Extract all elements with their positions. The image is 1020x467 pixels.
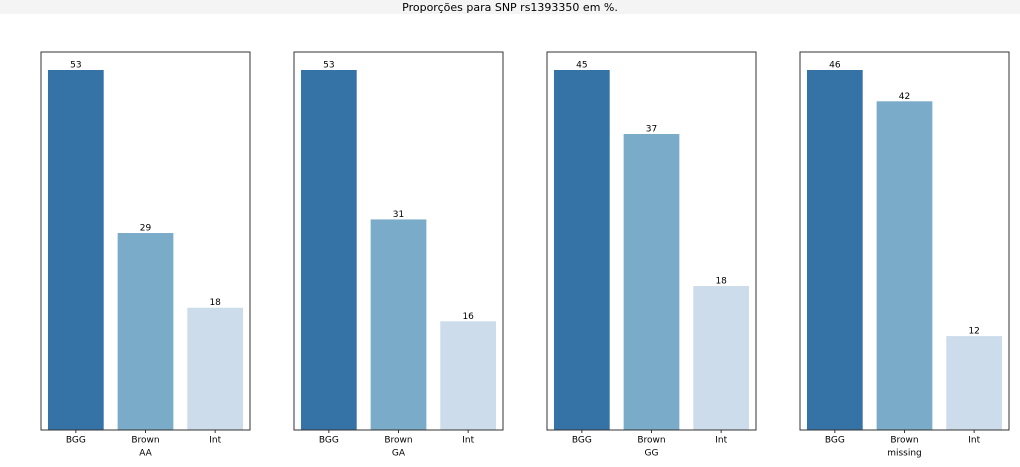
figure-title: Proporções para SNP rs1393350 em %. bbox=[402, 1, 618, 14]
x-axis-label: AA bbox=[139, 449, 152, 459]
top-strip bbox=[0, 0, 1020, 14]
x-tick-label: Brown bbox=[131, 436, 159, 446]
x-tick-label: Int bbox=[462, 436, 474, 446]
value-label: 53 bbox=[323, 61, 334, 71]
value-label: 45 bbox=[576, 61, 587, 71]
value-label: 18 bbox=[715, 277, 727, 287]
value-label: 46 bbox=[829, 61, 841, 71]
x-tick-label: Brown bbox=[384, 436, 412, 446]
bar bbox=[806, 70, 863, 430]
value-label: 53 bbox=[70, 61, 81, 71]
bar bbox=[946, 336, 1003, 430]
value-label: 16 bbox=[462, 312, 474, 322]
value-label: 12 bbox=[968, 327, 979, 337]
x-axis-label: missing bbox=[887, 449, 922, 459]
value-label: 42 bbox=[899, 92, 910, 102]
axes-frame bbox=[546, 51, 757, 431]
bar bbox=[553, 70, 610, 430]
x-tick-label: Int bbox=[715, 436, 727, 446]
x-tick-label: BGG bbox=[66, 436, 86, 446]
value-label: 29 bbox=[140, 224, 152, 234]
axes-frame bbox=[40, 51, 251, 431]
bar bbox=[370, 219, 427, 430]
x-tick-label: Brown bbox=[890, 436, 918, 446]
x-tick-label: BGG bbox=[319, 436, 339, 446]
value-label: 37 bbox=[646, 125, 657, 135]
bar bbox=[623, 134, 680, 430]
value-label: 31 bbox=[393, 210, 404, 220]
bar bbox=[440, 321, 497, 430]
x-axis-label: GG bbox=[645, 449, 659, 459]
x-tick-label: Int bbox=[968, 436, 980, 446]
x-axis-label: GA bbox=[392, 449, 406, 459]
value-label: 18 bbox=[209, 298, 221, 308]
bar bbox=[300, 70, 357, 430]
bar bbox=[187, 307, 244, 430]
bar bbox=[117, 233, 174, 430]
axes-frame bbox=[799, 51, 1010, 431]
bar bbox=[876, 101, 933, 430]
bar bbox=[693, 286, 750, 430]
x-tick-label: BGG bbox=[572, 436, 592, 446]
x-tick-label: BGG bbox=[825, 436, 845, 446]
bar bbox=[47, 70, 104, 430]
x-tick-label: Brown bbox=[637, 436, 665, 446]
x-tick-label: Int bbox=[209, 436, 221, 446]
axes-frame bbox=[293, 51, 504, 431]
